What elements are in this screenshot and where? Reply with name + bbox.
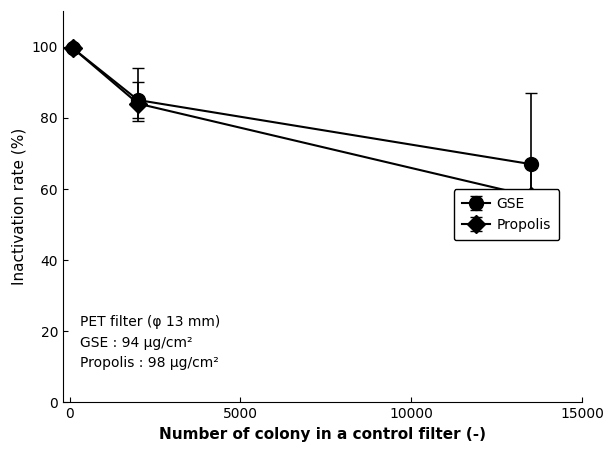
X-axis label: Number of colony in a control filter (-): Number of colony in a control filter (-): [159, 427, 486, 442]
Legend: GSE, Propolis: GSE, Propolis: [454, 189, 560, 241]
Y-axis label: Inactivation rate (%): Inactivation rate (%): [11, 128, 26, 285]
Text: PET filter (φ 13 mm)
GSE : 94 μg/cm²
Propolis : 98 μg/cm²: PET filter (φ 13 mm) GSE : 94 μg/cm² Pro…: [80, 315, 220, 371]
